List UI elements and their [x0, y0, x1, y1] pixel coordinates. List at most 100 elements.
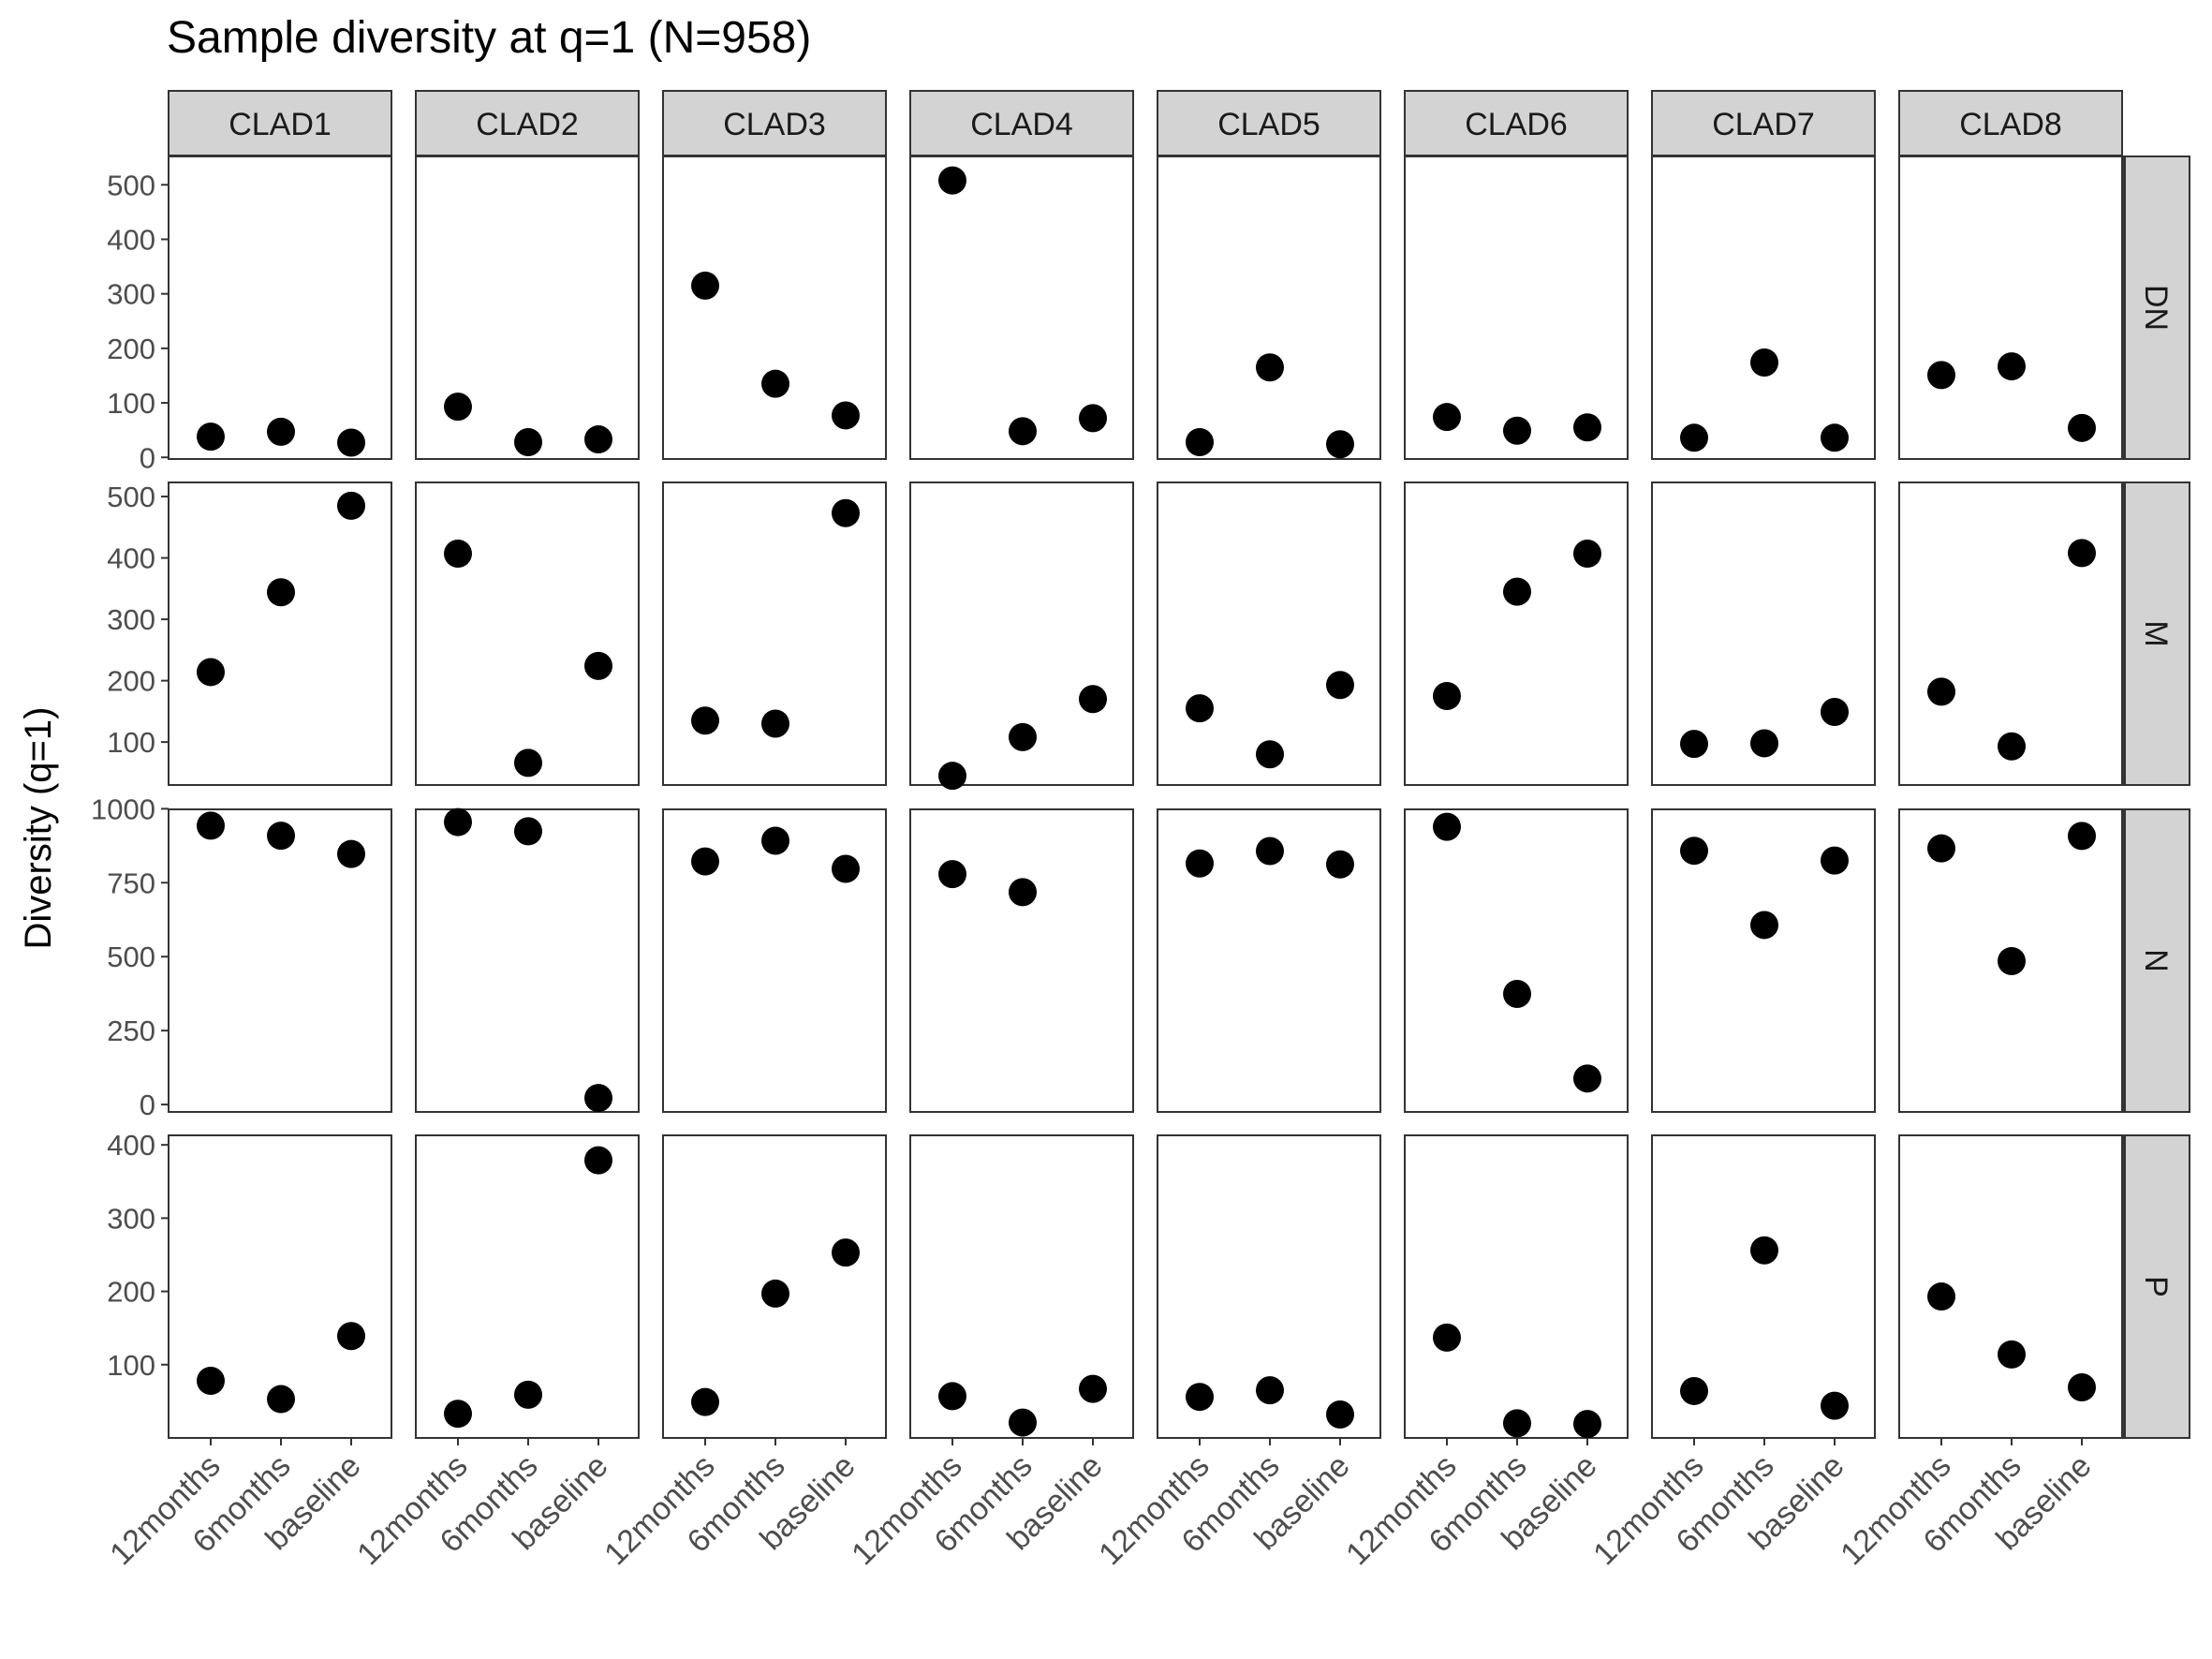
panel-m-clad5: [1157, 481, 1381, 786]
data-point: [267, 417, 295, 446]
data-point: [1256, 740, 1284, 769]
data-point: [1573, 413, 1601, 442]
data-point: [1186, 427, 1214, 456]
data-point: [1009, 878, 1037, 907]
y-tick-label: 300: [107, 1202, 155, 1235]
data-point: [1326, 671, 1354, 700]
panel-dn-clad1: [168, 156, 392, 460]
data-point: [337, 1322, 365, 1351]
data-point: [1750, 729, 1778, 758]
data-point: [267, 1385, 295, 1414]
data-point: [1750, 911, 1778, 940]
data-point: [1927, 677, 1955, 706]
data-point: [514, 748, 542, 778]
data-point: [1503, 577, 1531, 606]
facet-strip-label: CLAD8: [1959, 107, 2062, 142]
data-point: [197, 811, 225, 840]
row-strip-dn: [2123, 156, 2190, 460]
data-point: [2068, 413, 2096, 442]
y-tick-label: 300: [107, 278, 155, 311]
data-point: [1927, 1282, 1955, 1311]
data-point: [938, 762, 966, 791]
facet-strip-clad3: [662, 90, 887, 157]
data-point: [1573, 540, 1601, 568]
row-strip-n: [2123, 808, 2190, 1113]
data-point: [584, 1146, 612, 1175]
panel-p-clad7: [1651, 1134, 1876, 1439]
data-point: [267, 822, 295, 851]
panel-n-clad4: [909, 808, 1134, 1113]
data-point: [197, 1366, 225, 1395]
facet-strip-clad1: [168, 90, 392, 157]
panel-dn-clad7: [1651, 156, 1876, 460]
data-point: [938, 1382, 966, 1411]
data-point: [1009, 417, 1037, 446]
data-point: [691, 847, 719, 876]
y-tick-label: 0: [140, 1089, 155, 1121]
y-tick-label: 400: [107, 542, 155, 575]
y-tick-label: 400: [107, 223, 155, 256]
facet-grid: CLAD1 CLAD2 CLAD3 CLAD4 CLAD5 CLAD6 CLAD7 CLAD8…: [91, 90, 2190, 1572]
data-point: [832, 498, 860, 527]
data-point: [584, 1084, 612, 1113]
data-point: [1821, 698, 1849, 727]
data-point: [1186, 694, 1214, 723]
data-point: [1680, 1376, 1708, 1405]
facet-strip-clad6: [1404, 90, 1629, 157]
y-axis-label: Diversity (q=1): [18, 707, 59, 950]
data-point: [444, 393, 472, 422]
data-point: [1503, 980, 1531, 1009]
data-point: [1079, 404, 1107, 433]
data-point: [1009, 1408, 1037, 1437]
data-point: [1433, 682, 1461, 710]
data-point: [1750, 348, 1778, 377]
data-point: [1009, 722, 1037, 751]
data-point: [761, 1279, 789, 1308]
data-point: [1503, 1409, 1531, 1438]
panel-m-clad2: [415, 481, 640, 786]
panel-m-clad6: [1404, 481, 1629, 786]
y-tick-label: 200: [107, 665, 155, 698]
data-point: [2068, 539, 2096, 568]
data-point: [2068, 822, 2096, 851]
y-tick-label: 100: [107, 1349, 155, 1382]
data-point: [444, 1400, 472, 1429]
data-point: [337, 839, 365, 868]
y-tick-label: 500: [107, 941, 155, 973]
data-point: [1186, 849, 1214, 878]
facet-strip-label: CLAD1: [229, 107, 332, 142]
data-point: [197, 422, 225, 452]
facet-strip-clad4: [909, 90, 1134, 157]
data-point: [691, 706, 719, 735]
y-tick-label: 250: [107, 1015, 155, 1047]
facet-strip-clad5: [1157, 90, 1381, 157]
data-point: [1573, 1064, 1601, 1093]
data-point: [1433, 1323, 1461, 1352]
data-point: [1256, 1376, 1284, 1405]
data-point: [1326, 1400, 1354, 1429]
data-point: [444, 807, 472, 837]
data-point: [584, 651, 612, 680]
data-point: [197, 658, 225, 687]
data-point: [1998, 946, 2026, 975]
data-point: [2068, 1373, 2096, 1402]
facet-strip-label: CLAD6: [1465, 107, 1568, 142]
data-point: [832, 854, 860, 883]
data-point: [761, 826, 789, 855]
y-tick-label: 1000: [91, 792, 155, 825]
data-point: [1927, 361, 1955, 390]
facet-strip-label: CLAD7: [1712, 107, 1815, 142]
y-tick-label: 200: [107, 333, 155, 365]
data-point: [337, 491, 365, 520]
data-point: [1256, 837, 1284, 866]
panel-p-clad6: [1404, 1134, 1629, 1439]
panel-n-clad6: [1404, 808, 1629, 1113]
facet-strip-label: CLAD3: [723, 107, 826, 142]
y-tick-label: 100: [107, 387, 155, 420]
data-point: [938, 166, 966, 195]
facet-strip-clad7: [1651, 90, 1876, 157]
data-point: [761, 369, 789, 398]
row-strip-label: M: [2138, 620, 2174, 646]
facet-strip-label: CLAD2: [476, 107, 579, 142]
